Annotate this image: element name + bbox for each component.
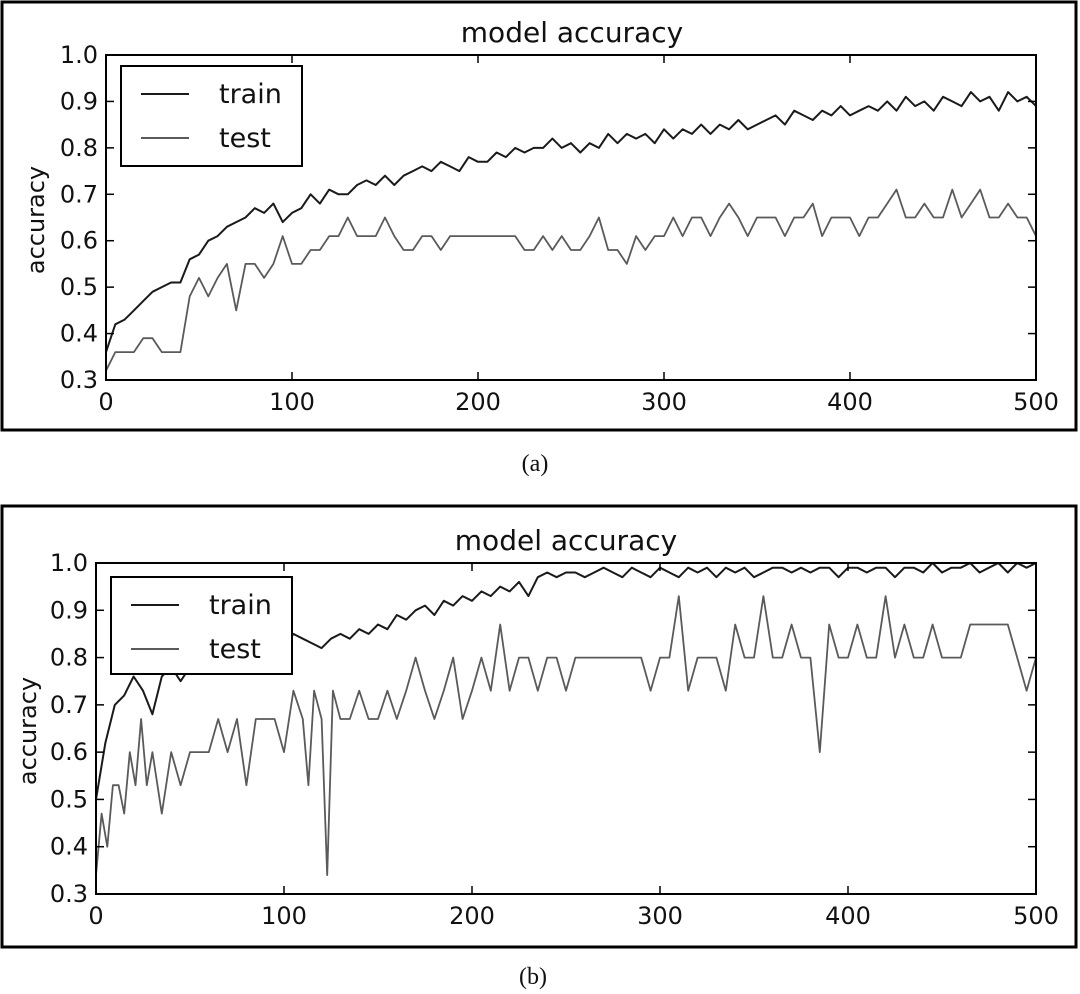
series-line-train [105, 91, 1037, 353]
y-tick-label: 0.3 [50, 880, 88, 908]
x-tick-label: 300 [641, 388, 687, 416]
x-tick-label: 100 [269, 388, 315, 416]
series-line-test [95, 595, 1037, 876]
panel-a-caption: (a) [522, 451, 549, 477]
y-tick-label: 0.6 [60, 227, 98, 255]
axes-frame [105, 54, 1037, 381]
panel-a: model accuracy accuracy 0 100 200 300 400 500… [0, 0, 1078, 477]
x-tick-label: 500 [1013, 388, 1059, 416]
y-tick-label: 0.7 [50, 691, 88, 719]
y-tick-label: 0.4 [50, 833, 88, 861]
panel-a-frame [0, 0, 1078, 432]
x-tick-label: 0 [98, 388, 113, 416]
x-tick-label: 400 [825, 902, 871, 930]
x-tick-label: 200 [449, 902, 495, 930]
panel-b-frame [0, 504, 1078, 949]
y-tick-label: 0.3 [60, 366, 98, 394]
y-tick-label: 1.0 [50, 549, 88, 577]
y-tick-label: 0.9 [60, 87, 98, 115]
y-tick-label: 1.0 [60, 41, 98, 69]
x-tick-label: 300 [637, 902, 683, 930]
legend-box [120, 65, 303, 167]
x-tick-label: 400 [827, 388, 873, 416]
series-line-test [105, 188, 1037, 372]
panel-a-title: model accuracy [461, 16, 683, 49]
y-tick-label: 0.5 [60, 273, 98, 301]
y-tick-label: 0.7 [60, 180, 98, 208]
x-tick-label: 0 [88, 902, 103, 930]
y-tick-label: 0.4 [60, 320, 98, 348]
y-tick-label: 0.8 [50, 644, 88, 672]
y-tick-label: 0.8 [60, 134, 98, 162]
axes-frame [95, 562, 1037, 895]
legend-label-train: train [209, 590, 272, 621]
panel-b-y-axis-label: accuracy [14, 677, 42, 785]
panel-b-title: model accuracy [455, 524, 677, 557]
panel-b-plot-area: 0 100 200 300 400 500 0.3 0.4 0.5 0.6 0.7 0.8 0.9 1.0… [50, 549, 1059, 930]
x-tick-label: 500 [1013, 902, 1059, 930]
panel-a-y-axis-label: accuracy [22, 166, 50, 274]
panel-b-caption: (b) [519, 964, 547, 990]
legend-label-test: test [209, 634, 261, 665]
legend-box [110, 576, 293, 675]
y-tick-label: 0.6 [50, 738, 88, 766]
panel-b: model accuracy accuracy 0 100 200 300 400 500… [0, 504, 1078, 990]
legend-label-train: train [219, 79, 282, 110]
y-tick-label: 0.5 [50, 785, 88, 813]
legend-label-test: test [219, 123, 271, 154]
x-tick-label: 200 [455, 388, 501, 416]
y-tick-label: 0.9 [50, 596, 88, 624]
panel-a-plot-area: 0 100 200 300 400 500 0.3 0.4 0.5 0.6 0.7 0.8 0.9 1.0… [60, 41, 1059, 416]
x-tick-label: 100 [261, 902, 307, 930]
